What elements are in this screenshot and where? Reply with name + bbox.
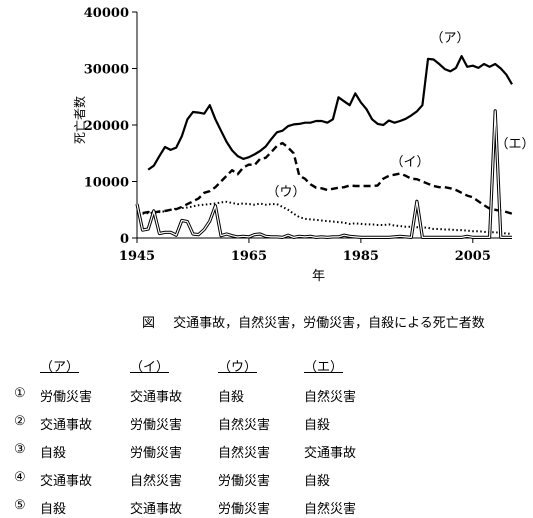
series-line-4	[135, 109, 512, 239]
series-line-1	[147, 54, 513, 171]
series-line-4-inner	[136, 110, 512, 238]
choice-cell: 交通事故	[130, 390, 183, 405]
series-annotation-label: （ア）	[430, 31, 469, 46]
x-tick-label: 1965	[231, 249, 267, 264]
y-tick-label: 0	[120, 232, 129, 247]
choice-number: ②	[14, 414, 26, 429]
choice-number: ①	[14, 386, 26, 401]
choice-cell: 自殺	[218, 390, 245, 405]
choice-cell: 交通事故	[40, 418, 93, 433]
choice-cell: 交通事故	[130, 502, 183, 517]
chart-series-layer	[135, 54, 513, 239]
choice-number: ③	[14, 442, 26, 457]
choice-number: ⑤	[14, 498, 26, 513]
choice-cell: 自然災害	[304, 390, 357, 405]
choice-cell: 労働災害	[218, 502, 271, 517]
chart-axes: 0 10000 20000 30000 40000 1945 1965 1985 2005 死亡者…	[72, 6, 512, 284]
choice-cell: 交通事故	[304, 446, 357, 461]
x-tick-label: 1985	[343, 249, 379, 264]
y-tick-label: 20000	[84, 119, 129, 134]
y-axis-label: 死亡者数	[72, 96, 87, 144]
figure-caption-label: 図	[142, 316, 156, 331]
figure-caption: 図 交通事故，自然災害，労働災害，自殺による死亡者数	[142, 312, 499, 331]
series-line-3	[142, 200, 513, 235]
choice-cell: 自殺	[40, 502, 67, 517]
x-axis-label: 年	[312, 269, 325, 284]
choices-header-a: （ア）	[40, 360, 80, 375]
choice-cell: 自然災害	[218, 446, 271, 461]
choice-cell: 労働災害	[218, 474, 271, 489]
chart-labels-layer: （ア） （イ） （ウ） （エ）	[266, 31, 533, 200]
choice-cell: 自然災害	[218, 418, 271, 433]
choice-cell: 自殺	[304, 474, 331, 489]
y-tick-label: 40000	[84, 6, 129, 21]
series-annotation-label: （イ）	[390, 155, 429, 170]
choice-cell: 自然災害	[304, 502, 357, 517]
series-annotation-label: （ウ）	[266, 185, 305, 200]
choices-header-i: （イ）	[130, 360, 170, 375]
x-tick-label: 1945	[119, 249, 155, 264]
y-tick-label: 30000	[84, 63, 129, 78]
choices-header-u: （ウ）	[218, 360, 258, 375]
choice-cell: 労働災害	[130, 418, 183, 433]
x-tick-label: 2005	[455, 249, 491, 264]
choice-number: ④	[14, 470, 26, 485]
figure-caption-text: 交通事故，自然災害，労働災害，自殺による死亡者数	[173, 316, 485, 331]
y-tick-label: 10000	[84, 176, 129, 191]
choice-cell: 自殺	[40, 446, 67, 461]
death-toll-line-chart: 0 10000 20000 30000 40000 1945 1965 1985 2005 死亡者…	[72, 6, 533, 284]
choice-cell: 自殺	[304, 418, 331, 433]
choice-cell: 交通事故	[40, 474, 93, 489]
series-line-2	[142, 141, 513, 215]
choices-header-e: （エ）	[304, 360, 344, 375]
series-annotation-label: （エ）	[495, 137, 533, 152]
choice-cell: 労働災害	[130, 446, 183, 461]
choice-cell: 労働災害	[40, 390, 93, 405]
choice-cell: 自然災害	[130, 474, 183, 489]
